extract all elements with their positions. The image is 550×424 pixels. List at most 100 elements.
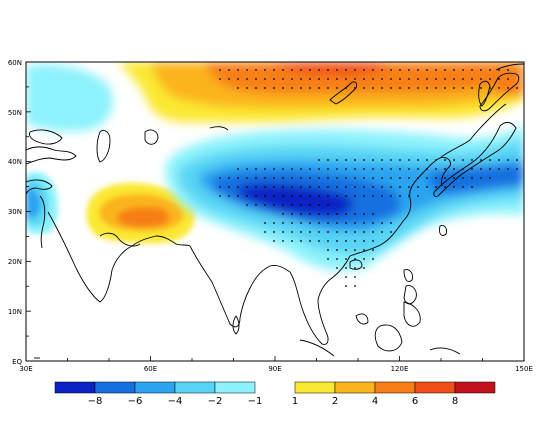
significance-dot bbox=[381, 177, 383, 179]
significance-dot bbox=[327, 213, 329, 215]
significance-dot bbox=[372, 168, 374, 170]
significance-dot bbox=[354, 186, 356, 188]
significance-dot bbox=[336, 240, 338, 242]
significance-dot bbox=[228, 177, 230, 179]
significance-dot bbox=[282, 177, 284, 179]
iran-plateau-positive bbox=[86, 182, 196, 244]
significance-dot bbox=[471, 177, 473, 179]
significance-dot bbox=[381, 222, 383, 224]
significance-dot bbox=[246, 78, 248, 80]
significance-dot bbox=[363, 231, 365, 233]
significance-dot bbox=[381, 186, 383, 188]
significance-dot bbox=[336, 159, 338, 161]
significance-dot bbox=[318, 195, 320, 197]
significance-dot bbox=[354, 258, 356, 260]
significance-dot bbox=[390, 177, 392, 179]
significance-dot bbox=[345, 213, 347, 215]
significance-dot bbox=[336, 168, 338, 170]
significance-dot bbox=[354, 231, 356, 233]
significance-dot bbox=[426, 78, 428, 80]
y-tick-label-eq: EQ bbox=[12, 358, 22, 366]
significance-dot bbox=[309, 78, 311, 80]
significance-dot bbox=[435, 168, 437, 170]
significance-dot bbox=[345, 177, 347, 179]
significance-dot bbox=[300, 69, 302, 71]
significance-dot bbox=[336, 222, 338, 224]
significance-dot bbox=[462, 177, 464, 179]
significance-dot bbox=[273, 204, 275, 206]
significance-dot bbox=[381, 231, 383, 233]
significance-dot bbox=[426, 69, 428, 71]
significance-dot bbox=[498, 168, 500, 170]
significance-dot bbox=[372, 159, 374, 161]
significance-dot bbox=[354, 78, 356, 80]
significance-dot bbox=[408, 186, 410, 188]
significance-dot bbox=[300, 186, 302, 188]
significance-dot bbox=[354, 159, 356, 161]
significance-dot bbox=[246, 87, 248, 89]
significance-dot bbox=[480, 78, 482, 80]
significance-dot bbox=[345, 249, 347, 251]
significance-dot bbox=[282, 222, 284, 224]
significance-dot bbox=[255, 78, 257, 80]
colorbar-label-neg2: −2 bbox=[208, 396, 223, 407]
significance-dot bbox=[372, 177, 374, 179]
significance-dot bbox=[345, 186, 347, 188]
significance-dot bbox=[480, 69, 482, 71]
significance-dot bbox=[327, 177, 329, 179]
significance-dot bbox=[300, 177, 302, 179]
y-tick-label-60n: 60N bbox=[8, 59, 22, 67]
significance-dot bbox=[390, 222, 392, 224]
significance-dot bbox=[507, 69, 509, 71]
x-tick-label-60e: 60E bbox=[144, 365, 157, 373]
significance-dot bbox=[381, 159, 383, 161]
significance-dot bbox=[417, 69, 419, 71]
significance-dot bbox=[507, 87, 509, 89]
significance-dot bbox=[390, 159, 392, 161]
significance-dot bbox=[417, 186, 419, 188]
significance-dot bbox=[246, 195, 248, 197]
significance-dot bbox=[282, 213, 284, 215]
significance-dot bbox=[363, 78, 365, 80]
significance-dot bbox=[336, 258, 338, 260]
west-asia-negative bbox=[26, 172, 58, 235]
significance-dot bbox=[417, 78, 419, 80]
significance-dot bbox=[327, 168, 329, 170]
significance-dot bbox=[282, 240, 284, 242]
significance-dot bbox=[408, 177, 410, 179]
significance-dot bbox=[363, 195, 365, 197]
significance-dot bbox=[300, 240, 302, 242]
significance-dot bbox=[291, 204, 293, 206]
significance-dot bbox=[345, 78, 347, 80]
significance-dot bbox=[453, 69, 455, 71]
significance-dot bbox=[327, 258, 329, 260]
significance-dot bbox=[255, 168, 257, 170]
significance-dot bbox=[426, 186, 428, 188]
significance-dot bbox=[282, 204, 284, 206]
significance-dot bbox=[381, 168, 383, 170]
significance-dot bbox=[390, 186, 392, 188]
colorbar-label-pos2: 2 bbox=[332, 396, 338, 407]
significance-dot bbox=[237, 168, 239, 170]
significance-dot bbox=[390, 78, 392, 80]
significance-dot bbox=[363, 240, 365, 242]
significance-dot bbox=[327, 87, 329, 89]
significance-dot bbox=[489, 159, 491, 161]
significance-dot bbox=[246, 177, 248, 179]
significance-dot bbox=[336, 249, 338, 251]
significance-dot bbox=[435, 177, 437, 179]
significance-dot bbox=[309, 240, 311, 242]
significance-dot bbox=[516, 87, 518, 89]
significance-dot bbox=[255, 195, 257, 197]
significance-dot bbox=[345, 168, 347, 170]
significance-dot bbox=[273, 186, 275, 188]
significance-dot bbox=[435, 87, 437, 89]
significance-dot bbox=[264, 78, 266, 80]
significance-dot bbox=[246, 168, 248, 170]
significance-dot bbox=[318, 222, 320, 224]
significance-dot bbox=[228, 195, 230, 197]
significance-dot bbox=[345, 240, 347, 242]
significance-dot bbox=[345, 276, 347, 278]
significance-dot bbox=[444, 69, 446, 71]
significance-dot bbox=[390, 69, 392, 71]
